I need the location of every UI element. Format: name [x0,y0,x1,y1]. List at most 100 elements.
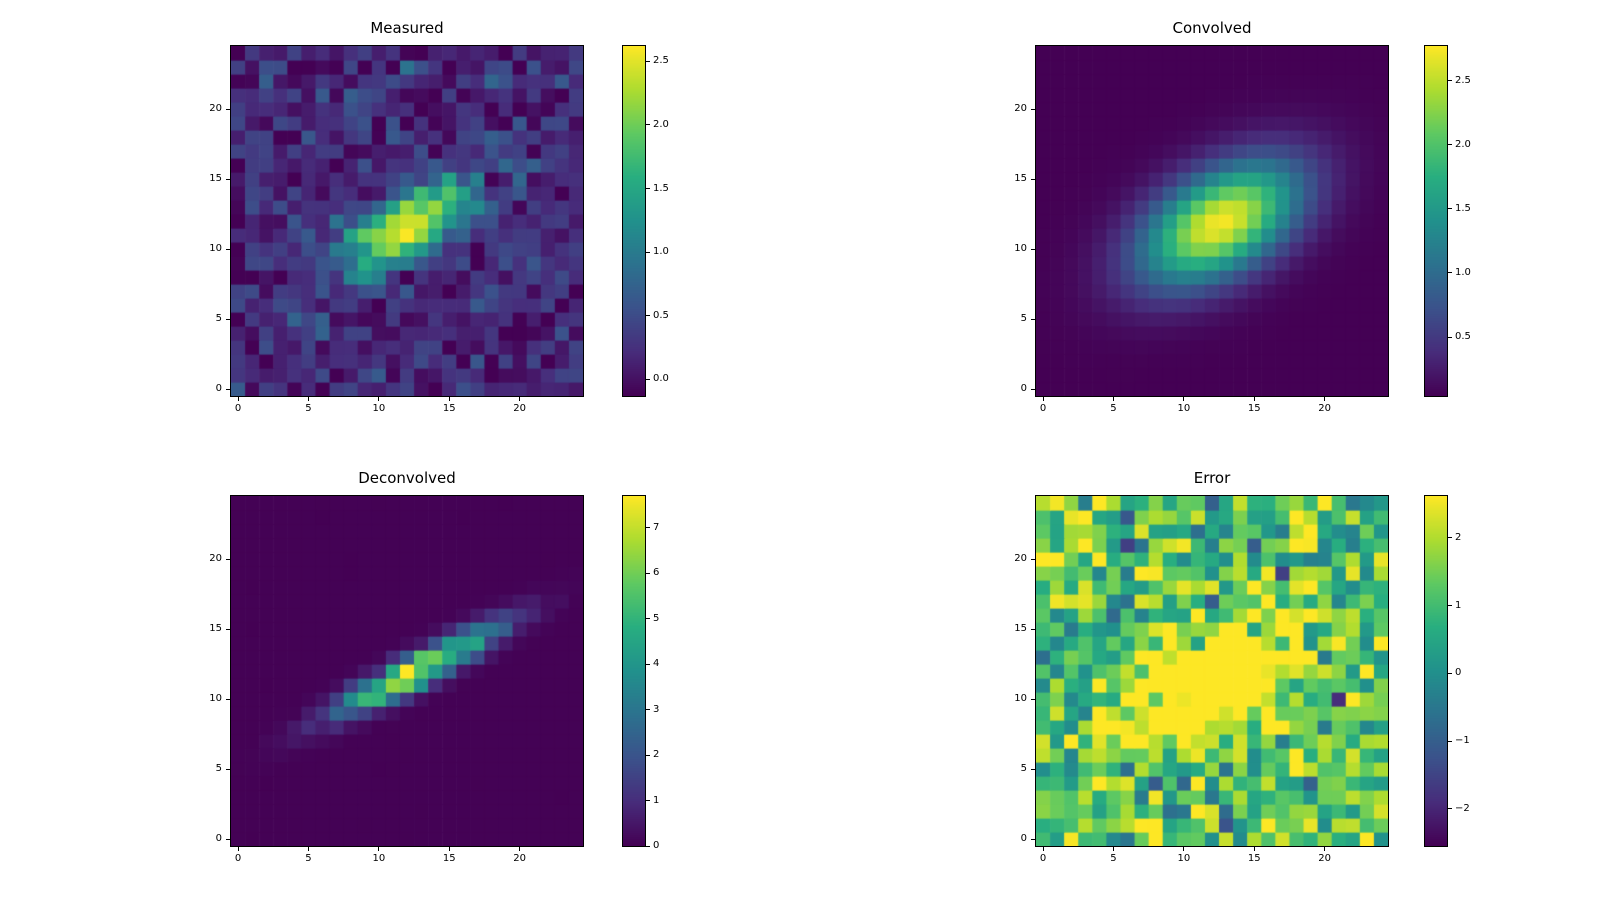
y-tick-mark [226,558,230,560]
colorbar-tick-label: 0 [653,840,660,851]
colorbar-tick-mark [646,845,650,847]
colorbar-tick-label: 2.0 [1455,138,1471,150]
x-tick-label: 5 [305,403,312,414]
colorbar-tick-mark [646,527,650,529]
y-tick-label: 20 [1014,553,1027,564]
y-tick-mark [226,838,230,840]
colorbar-tick-label: 2 [1455,531,1462,543]
x-tick-mark [307,397,309,401]
y-tick-mark [226,178,230,180]
x-tick-label: 10 [372,403,386,414]
x-tick-label: 0 [234,403,242,414]
x-tick-label: 0 [1039,403,1047,414]
x-tick-label: 20 [1318,403,1331,414]
x-tick-label: 10 [1177,853,1191,864]
y-tick-mark [226,248,230,250]
colorbar-tick-label: 0.0 [653,373,669,385]
y-tick-mark [1031,768,1035,770]
y-tick-mark [226,108,230,110]
x-tick-mark [448,847,450,851]
y-tick-label: 15 [1014,173,1027,184]
x-tick-label: 5 [1110,403,1117,414]
y-tick-mark [226,628,230,630]
colorbar-tick-label: 1 [653,794,660,806]
colorbar-tick-label: 1.0 [653,246,669,258]
colorbar-tick-label: 2.5 [653,55,669,67]
x-tick-mark [1112,397,1114,401]
plot-title-measured: Measured [370,19,444,37]
x-tick-label: 10 [372,853,386,864]
y-tick-mark [226,388,230,390]
colorbar-tick-mark [646,378,650,380]
colorbar-tick-label: −2 [1455,802,1470,814]
plot-title-deconvolved: Deconvolved [358,469,456,487]
x-tick-mark [1042,397,1044,401]
x-tick-mark [519,847,521,851]
x-tick-mark [237,847,239,851]
x-tick-mark [448,397,450,401]
y-tick-label: 0 [215,833,222,844]
convolved-heatmap-image [1035,45,1389,397]
y-tick-label: 5 [1020,313,1027,324]
colorbar-tick-mark [1448,144,1452,146]
y-tick-label: 15 [209,173,222,184]
y-tick-mark [226,318,230,320]
colorbar-tick-label: 1.0 [1455,266,1471,278]
colorbar-tick-label: 6 [653,567,660,579]
x-tick-mark [1253,397,1255,401]
colorbar-tick-label: 1.5 [1455,202,1471,214]
x-tick-mark [519,397,521,401]
colorbar-tick-mark [646,572,650,574]
colorbar-tick-mark [646,709,650,711]
x-tick-label: 15 [442,853,456,864]
colorbar-tick-label: 1 [1455,599,1462,611]
y-tick-mark [1031,178,1035,180]
colorbar-tick-mark [1448,80,1452,82]
x-tick-label: 5 [1110,853,1117,864]
x-tick-mark [1183,397,1185,401]
error-heatmap-image [1035,495,1389,847]
x-tick-mark [307,847,309,851]
y-tick-label: 15 [209,623,222,634]
x-tick-label: 0 [1039,853,1047,864]
y-tick-mark [1031,318,1035,320]
measured-colorbar [622,45,646,397]
y-tick-label: 20 [1014,103,1027,114]
y-tick-label: 20 [209,553,222,564]
y-tick-mark [1031,388,1035,390]
y-tick-label: 10 [1014,693,1027,704]
colorbar-tick-mark [1448,808,1452,810]
colorbar-tick-mark [646,800,650,802]
colorbar-tick-mark [646,618,650,620]
x-tick-label: 5 [305,853,312,864]
plot-title-convolved: Convolved [1172,19,1252,37]
x-tick-label: 10 [1177,403,1191,414]
y-tick-mark [1031,838,1035,840]
y-tick-label: 0 [215,383,222,394]
y-tick-label: 0 [1020,383,1027,394]
colorbar-tick-label: 5 [653,612,660,624]
colorbar-tick-mark [1448,740,1452,742]
colorbar-tick-label: 2.5 [1455,74,1471,86]
convolved-colorbar [1424,45,1448,397]
colorbar-tick-label: 4 [653,658,660,670]
y-tick-label: 20 [209,103,222,114]
y-tick-label: 5 [215,313,222,324]
y-tick-mark [1031,628,1035,630]
colorbar-tick-label: 2.0 [653,118,669,130]
colorbar-tick-mark [646,124,650,126]
colorbar-tick-mark [1448,672,1452,674]
x-tick-label: 20 [513,403,526,414]
x-tick-label: 15 [442,403,456,414]
y-tick-mark [1031,248,1035,250]
colorbar-tick-label: 0.5 [1455,331,1471,343]
y-tick-label: 5 [215,763,222,774]
error-colorbar [1424,495,1448,847]
x-tick-mark [1183,847,1185,851]
colorbar-tick-mark [646,188,650,190]
deconvolved-heatmap-image [230,495,584,847]
colorbar-tick-mark [646,60,650,62]
y-tick-label: 0 [1020,833,1027,844]
colorbar-tick-label: 7 [653,521,660,533]
colorbar-tick-label: 0.5 [653,309,669,321]
